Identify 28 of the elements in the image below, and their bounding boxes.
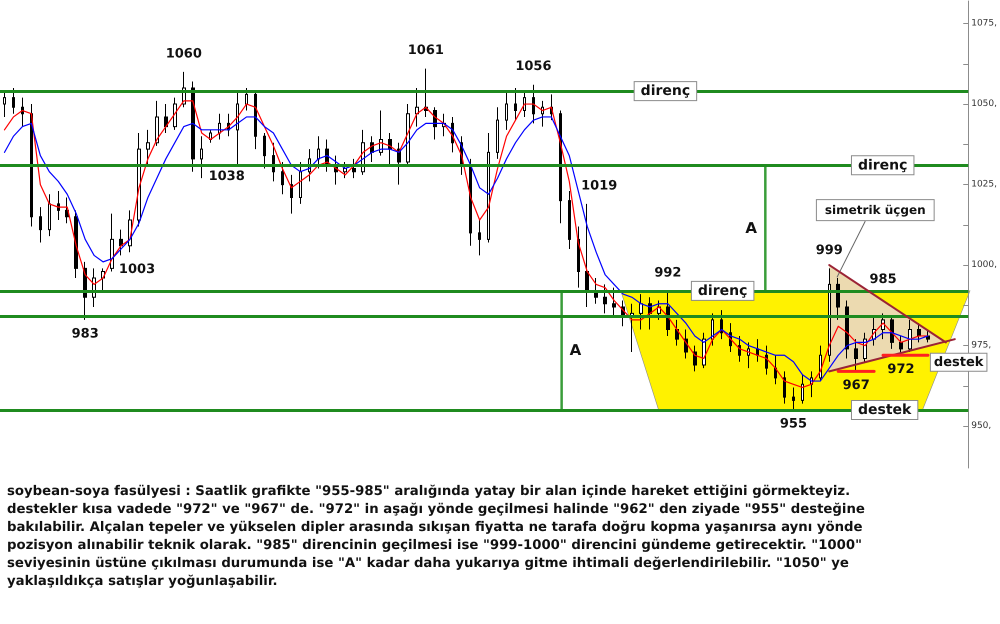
ref-line-label: direnç [698, 282, 748, 299]
text: 1060 [166, 46, 202, 62]
text: 985 [869, 272, 897, 287]
y-tick-label: 1000, [971, 260, 997, 270]
y-tick-label: 975, [971, 340, 992, 351]
text: 1038 [208, 169, 245, 184]
y-tick-label: 1050, [971, 99, 997, 110]
text: 983 [72, 326, 99, 342]
text: 999 [816, 242, 843, 258]
text: simetrik üçgen [824, 203, 926, 218]
y-tick-label: 1075, [971, 18, 997, 29]
annotation: A [745, 219, 757, 238]
text: 1061 [408, 43, 444, 58]
series-label: destek [934, 354, 984, 370]
ref-line-label: direnç [858, 157, 908, 174]
text: soybean-soya fasülyesi : Saatlik grafikte "955-985" aralığında yatay bir alan içinde hareket ettiğini görmekteyiz. destekler kısa vadede "972" ve "967" de. "972" in aşağı yönde geçilmesi halinde "962" den ziyade "955" desteğine bakılabilir. Alçalan tepeler ve yükselen dipler arasında sıkışan fiyatta ne tarafa doğru kopma yaşanırsa aynı yönde pozisyon alınabilir teknik olarak. "985" direncinin geçilmesi ise "999-1000" direncini gündeme getirecektir. "1000" seviyesinin üstüne çıkılması durumunda ise "A" kadar daha yukarıya gitme ihtimali değerlendirilebilir. "1050" ye yaklaşıldıkça satışlar yoğunlaşabilir. [7, 483, 865, 591]
ref-line-label: direnç [640, 83, 690, 100]
y-tick-label: 1025, [971, 180, 997, 190]
text: 967 [842, 378, 870, 393]
text: 1003 [118, 262, 156, 277]
y-tick-label: 950, [971, 421, 992, 432]
text: 1019 [581, 178, 618, 194]
annotation: A [570, 341, 582, 360]
text: 972 [887, 362, 915, 377]
ref-line-label: destek [858, 402, 912, 418]
text: 992 [654, 265, 682, 280]
text: 1056 [515, 59, 552, 74]
text: 955 [780, 416, 807, 432]
